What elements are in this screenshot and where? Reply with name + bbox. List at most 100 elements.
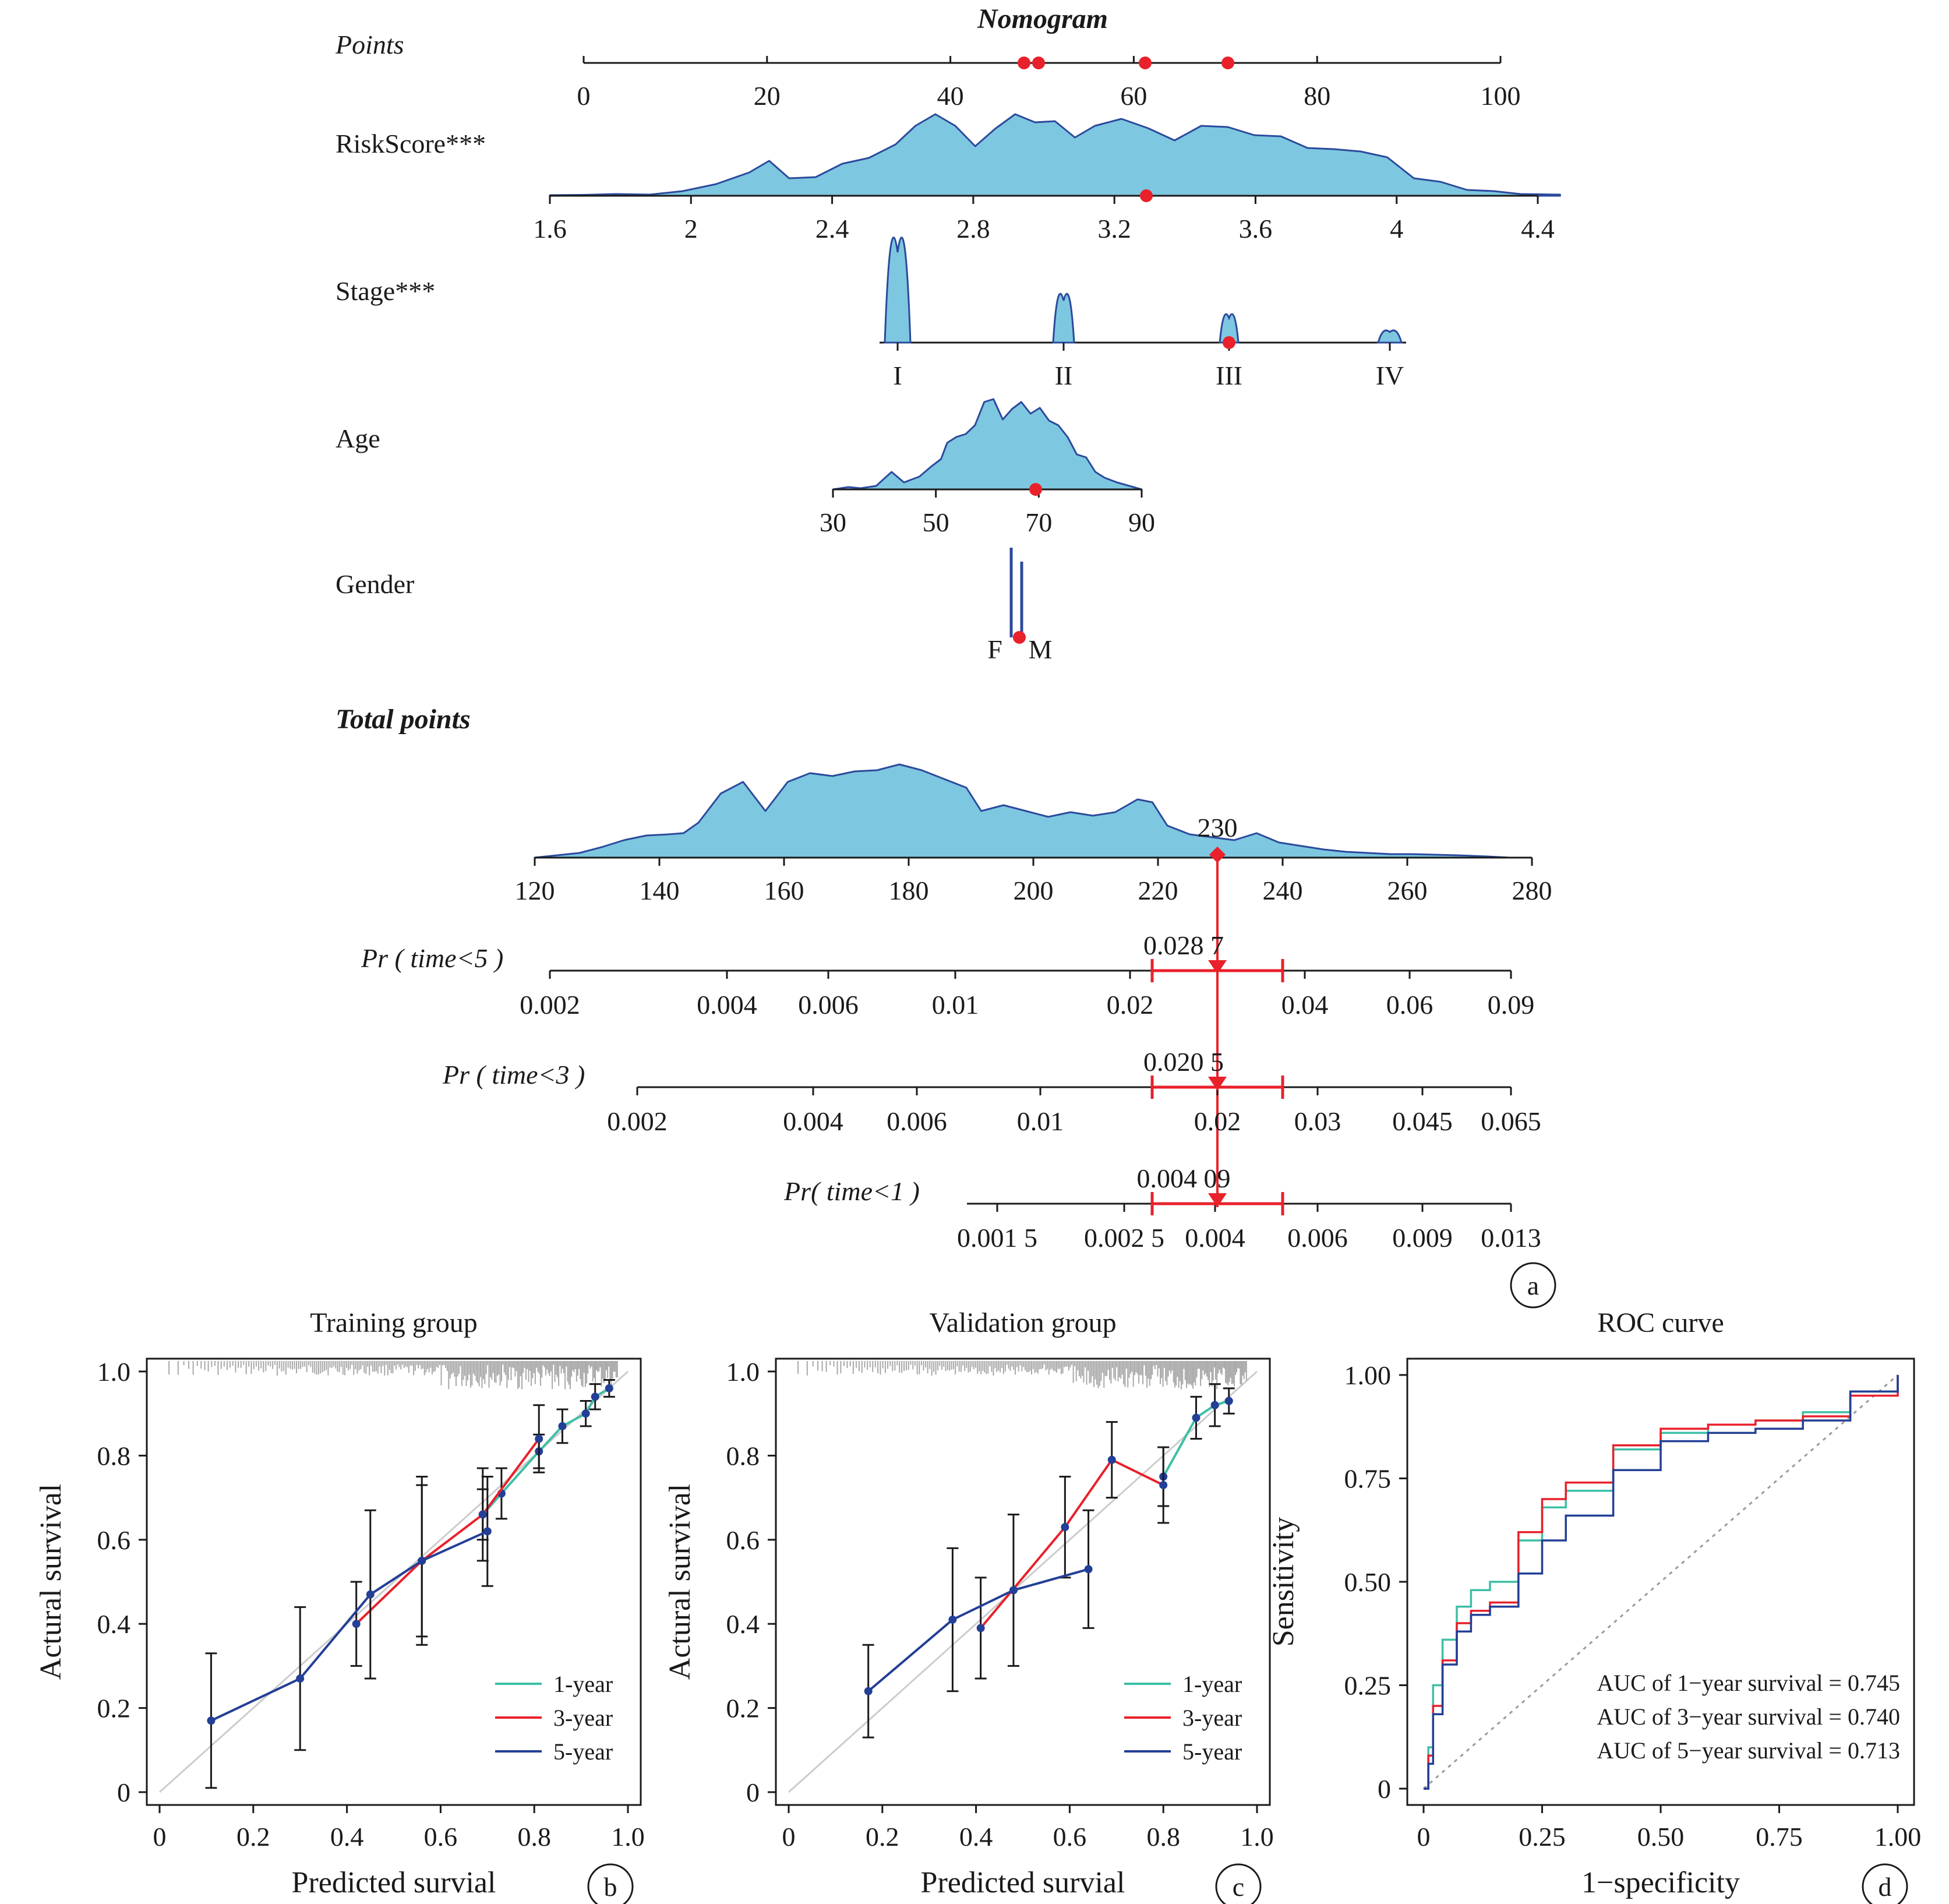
ideal-diagonal: [788, 1370, 1258, 1793]
age-tick-label: 30: [820, 507, 846, 537]
probability-label: Pr ( time<5 ): [361, 943, 503, 973]
points-marker: [1139, 57, 1152, 69]
data-point: [976, 1624, 985, 1632]
points-tick-label: 40: [937, 81, 964, 111]
probability-tick-label: 0.06: [1386, 990, 1433, 1020]
data-point: [1084, 1565, 1093, 1574]
gender-marker: [1013, 631, 1026, 644]
data-point: [1224, 1397, 1233, 1405]
points-tick-label: 100: [1481, 81, 1521, 111]
stage-tick-label: III: [1216, 361, 1242, 390]
points-tick-label: 80: [1304, 81, 1330, 111]
stage-tick-label: IV: [1376, 361, 1404, 390]
legend-label: 1-year: [553, 1671, 613, 1697]
probability-tick-label: 0.01: [1017, 1106, 1064, 1136]
panel-title: Training group: [310, 1307, 478, 1338]
probability-tick-label: 0.006: [798, 990, 859, 1020]
plot-frame: [146, 1358, 642, 1806]
probability-tick-label: 0.065: [1481, 1106, 1541, 1136]
legend-label: 5-year: [553, 1739, 613, 1765]
stage-tick-label: II: [1055, 361, 1073, 390]
data-point: [478, 1510, 487, 1519]
riskscore-tick-label: 2.8: [956, 214, 990, 244]
total-points-tick-label: 120: [515, 876, 555, 905]
data-point: [605, 1384, 613, 1392]
probability-tick-label: 0.02: [1194, 1106, 1241, 1136]
total-points-tick-label: 200: [1014, 876, 1054, 905]
probability-value: 0.028 7: [1143, 930, 1224, 960]
x-tick-label: 1.0: [611, 1822, 645, 1852]
data-point: [418, 1556, 426, 1565]
riskscore-density: [549, 113, 1561, 197]
total-points-tick-label: 260: [1387, 876, 1428, 905]
nomogram-title: Nomogram: [977, 3, 1108, 34]
y-axis-label: Actural survival: [34, 1484, 68, 1680]
legend-label: 3-year: [1182, 1705, 1242, 1731]
y-tick-label: 0.50: [1344, 1567, 1392, 1597]
x-tick-label: 0.6: [1053, 1822, 1087, 1852]
probability-tick-label: 0.03: [1294, 1106, 1341, 1136]
total-points-tick-label: 280: [1512, 876, 1552, 905]
series-line: [1162, 1399, 1230, 1478]
stage-tick-label: I: [893, 361, 902, 390]
probability-tick-label: 0.004: [783, 1106, 843, 1136]
total-points-tick-label: 160: [764, 876, 804, 905]
stage-density: [1052, 292, 1075, 344]
probability-tick-label: 0.045: [1392, 1106, 1453, 1136]
points-label: Points: [335, 30, 404, 59]
panel-letter: c: [1233, 1872, 1244, 1902]
points-tick-label: 60: [1120, 81, 1147, 111]
y-tick-label: 0: [1378, 1774, 1391, 1804]
total-points-tick-label: 140: [640, 876, 680, 905]
x-tick-label: 0: [782, 1822, 796, 1852]
panel-a-circle: [1510, 1262, 1556, 1309]
age-label: Age: [336, 424, 380, 453]
data-point: [1009, 1586, 1018, 1595]
x-tick-label: 0.2: [866, 1822, 899, 1852]
series-line: [210, 1530, 488, 1722]
riskscore-tick-label: 1.6: [533, 214, 567, 244]
total-points-value: 230: [1198, 813, 1238, 842]
x-axis-label: 1−specificity: [1581, 1866, 1740, 1899]
probability-tick-label: 0.04: [1281, 990, 1329, 1020]
probability-tick-label: 0.002 5: [1084, 1223, 1164, 1253]
probability-tick-label: 0.013: [1481, 1223, 1541, 1253]
panel-title: Validation group: [929, 1307, 1116, 1338]
y-tick-label: 1.0: [97, 1357, 131, 1387]
x-tick-label: 0.2: [236, 1822, 270, 1852]
y-tick-label: 0: [117, 1778, 130, 1807]
data-point: [535, 1434, 543, 1443]
x-tick-label: 0.4: [330, 1822, 364, 1852]
gender-label: Gender: [336, 569, 414, 599]
data-point: [366, 1590, 375, 1599]
x-tick-label: 1.00: [1874, 1822, 1922, 1852]
data-point: [581, 1409, 590, 1418]
data-point: [352, 1620, 361, 1628]
y-tick-label: 0.2: [726, 1694, 760, 1723]
probability-value: 0.020 5: [1143, 1047, 1224, 1077]
probability-marker: [1208, 1077, 1227, 1091]
age-tick-label: 70: [1025, 507, 1052, 537]
stage-density: [1377, 329, 1403, 344]
y-tick-label: 0.6: [726, 1525, 760, 1555]
legend-label: 1-year: [1182, 1671, 1242, 1697]
probability-label: Pr ( time<3 ): [442, 1060, 585, 1089]
probability-marker: [1208, 960, 1227, 974]
riskscore-tick-label: 4: [1390, 214, 1403, 244]
y-axis-label: Actural survival: [663, 1484, 697, 1680]
points-tick-label: 20: [754, 81, 781, 111]
x-tick-label: 1.0: [1240, 1822, 1274, 1852]
probability-tick-label: 0.006: [887, 1106, 947, 1136]
data-point: [864, 1687, 873, 1695]
x-tick-label: 0: [153, 1822, 167, 1852]
x-tick-label: 0.8: [517, 1822, 551, 1852]
x-tick-label: 0.6: [424, 1822, 458, 1852]
y-tick-label: 0.75: [1344, 1464, 1392, 1494]
panel-letter-circle: [587, 1863, 634, 1904]
training-calibration-panel: Training group 0 0.2 0.4 0.6 0.8 1.0 0 0.2 0.4 0.6…: [34, 1307, 645, 1904]
points-tick-label: 0: [577, 81, 591, 111]
chance-diagonal: [1423, 1374, 1898, 1790]
y-tick-label: 1.0: [726, 1357, 760, 1387]
probability-tick-label: 0.002: [520, 990, 580, 1020]
